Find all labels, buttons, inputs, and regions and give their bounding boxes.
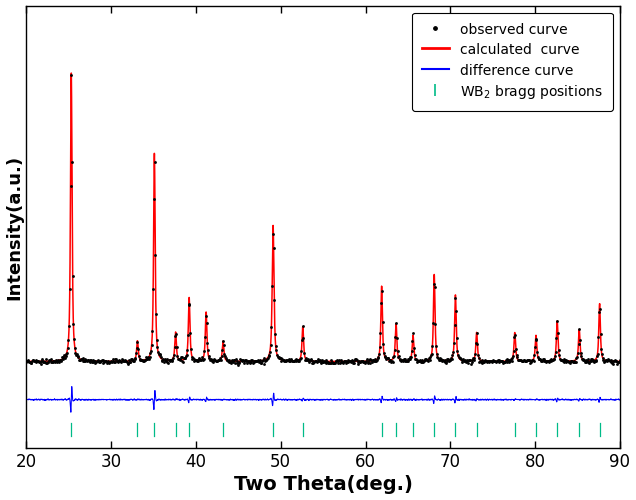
Legend: observed curve, calculated  curve, difference curve, WB$_2$ bragg positions: observed curve, calculated curve, differ…	[411, 12, 613, 111]
X-axis label: Two Theta(deg.): Two Theta(deg.)	[233, 476, 413, 494]
Y-axis label: Intensity(a.u.): Intensity(a.u.)	[6, 154, 24, 300]
